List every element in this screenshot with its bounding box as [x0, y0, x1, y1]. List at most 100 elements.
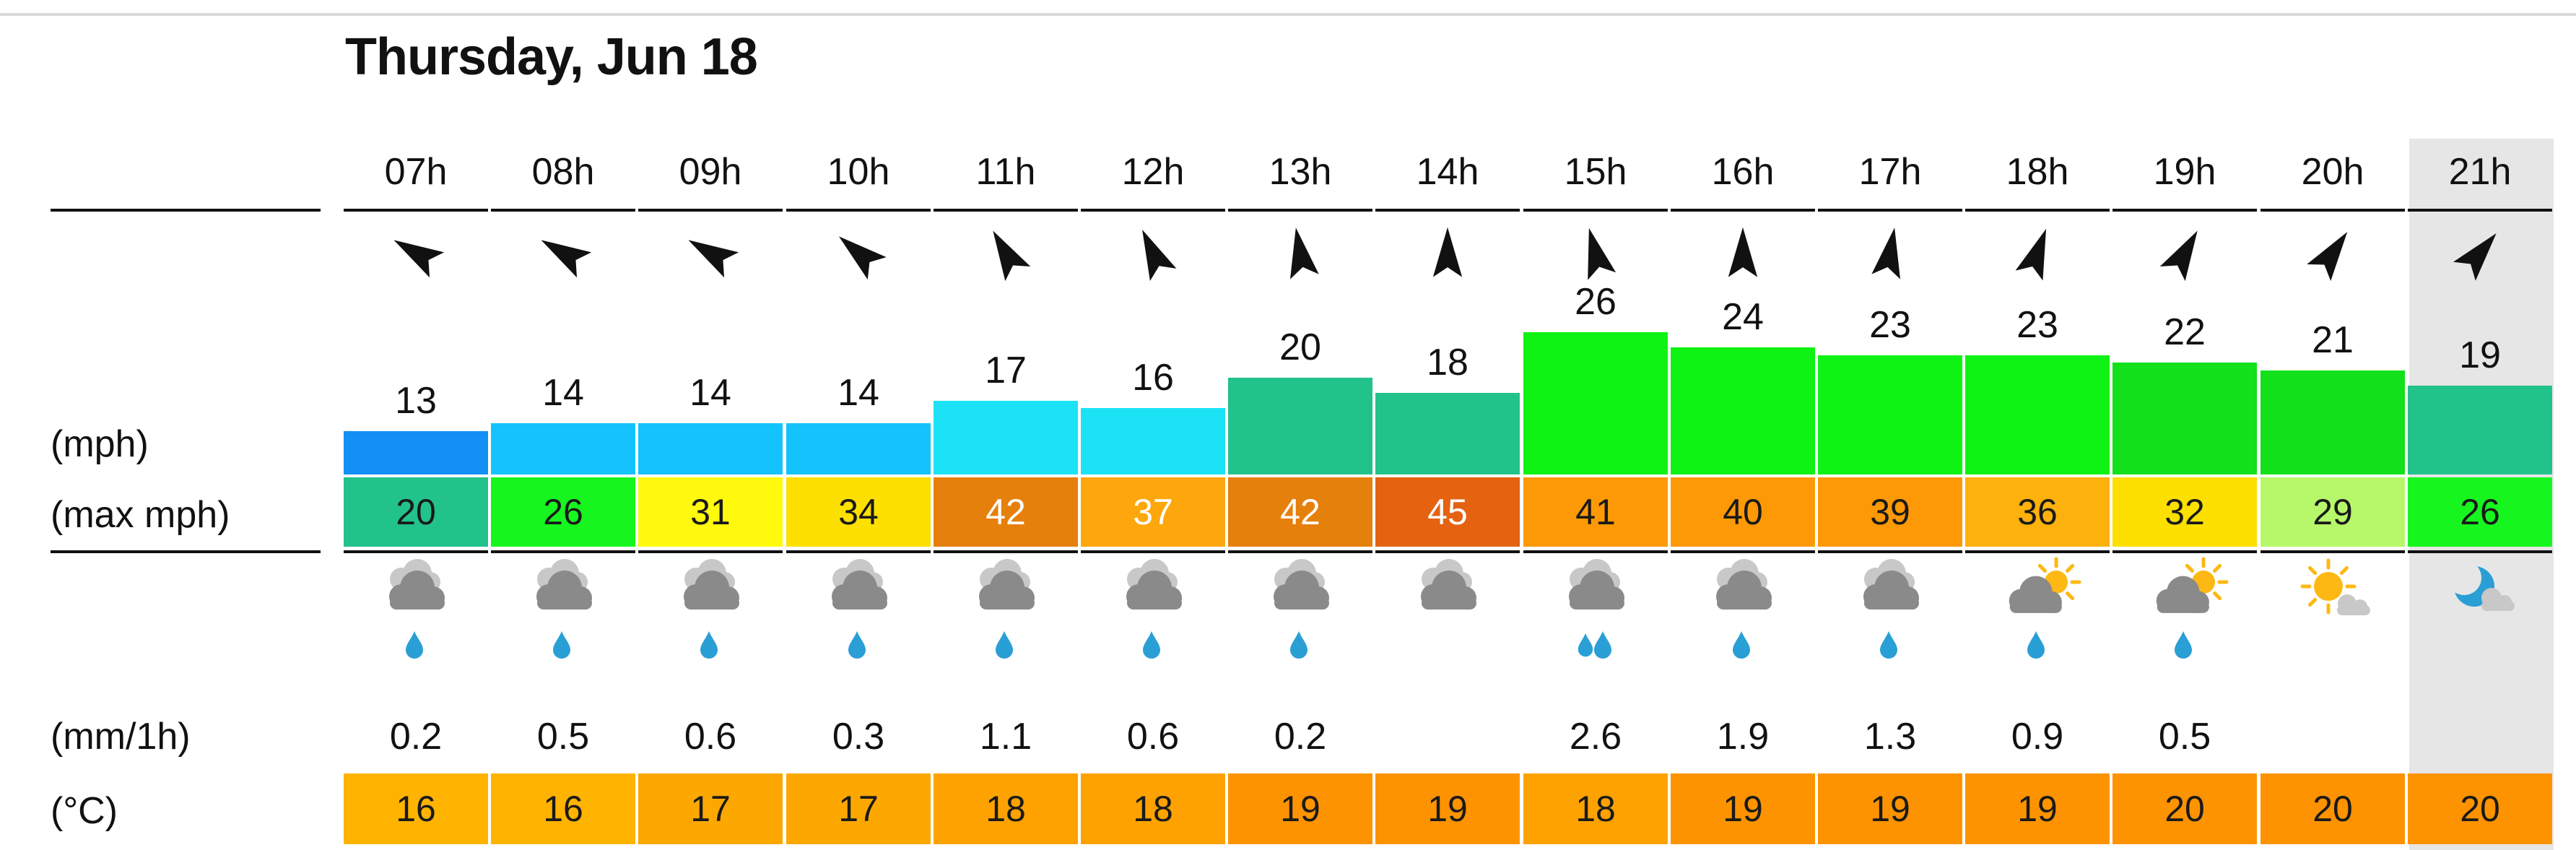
hour-column-rule [1671, 209, 1815, 212]
temperature-cell: 20 [2408, 773, 2552, 844]
hour-column-rule [1081, 209, 1225, 212]
rain-unit-label: (mm/1h) [51, 716, 191, 758]
hour-column-rule [2260, 209, 2405, 212]
rain-amount: 0.6 [684, 716, 737, 758]
gust-speed-cell: 36 [1965, 477, 2110, 547]
hour-label: 15h [1564, 151, 1627, 193]
hour-column-bottom-rule [491, 550, 635, 553]
hour-label: 07h [384, 151, 448, 193]
wind-speed-value: 24 [1722, 296, 1764, 338]
hour-column-bottom-rule [2112, 550, 2257, 553]
sun-cloud-icon [2259, 556, 2406, 686]
temperature-cell: 18 [1523, 773, 1668, 844]
top-divider [0, 13, 2576, 16]
hour-column-bottom-rule [1228, 550, 1372, 553]
hour-column-rule [1375, 209, 1520, 212]
temperature-cell: 20 [2260, 773, 2405, 844]
rain-amount: 0.2 [389, 716, 443, 758]
rain-amount: 0.2 [1274, 716, 1327, 758]
rain-amount: 0.9 [2011, 716, 2064, 758]
hour-column-rule [1228, 209, 1372, 212]
temperature-cell: 17 [786, 773, 931, 844]
hour-column-rule [1818, 209, 1962, 212]
wind-direction-arrow-icon [932, 213, 1079, 292]
wind-direction-arrow-icon [1374, 213, 1521, 292]
hour-column-bottom-rule [786, 550, 931, 553]
rain-amount: 0.3 [832, 716, 885, 758]
hour-column-rule [1523, 209, 1668, 212]
wind-speed-bar [1375, 393, 1520, 474]
rain-amount: 2.6 [1569, 716, 1622, 758]
wind-speed-value: 26 [1575, 281, 1616, 323]
hour-column-rule [638, 209, 783, 212]
temperature-cell: 19 [1375, 773, 1520, 844]
wind-speed-bar [638, 423, 783, 474]
wind-speed-value: 14 [542, 372, 584, 414]
temperature-cell: 16 [344, 773, 488, 844]
wind-speed-bar [786, 423, 931, 474]
wind-speed-value: 21 [2312, 319, 2354, 361]
cloud-icon [1374, 556, 1521, 686]
hour-label: 18h [2006, 151, 2069, 193]
wind-speed-value: 18 [1427, 342, 1468, 383]
temperature-cell: 20 [2112, 773, 2257, 844]
wind-speed-bar [1965, 355, 2110, 474]
temperature-cell: 19 [1228, 773, 1372, 844]
gust-speed-cell: 37 [1081, 477, 1225, 547]
cloud-rain-icon [1079, 556, 1227, 686]
hour-column-bottom-rule [934, 550, 1078, 553]
hour-label: 17h [1858, 151, 1922, 193]
wind-speed-bar [1228, 378, 1372, 474]
hour-label: 21h [2448, 151, 2512, 193]
hour-column-bottom-rule [1523, 550, 1668, 553]
wind-speed-value: 23 [2016, 304, 2058, 346]
gust-speed-cell: 42 [1228, 477, 1372, 547]
wind-unit-label: (mph) [51, 423, 149, 465]
wind-speed-bar [1671, 347, 1815, 474]
wind-speed-value: 16 [1132, 357, 1174, 399]
cloud-rain-icon [342, 556, 489, 686]
gust-speed-cell: 39 [1818, 477, 1962, 547]
temperature-cell: 17 [638, 773, 783, 844]
hour-column-bottom-rule [1671, 550, 1815, 553]
cloud-rain-icon [1816, 556, 1964, 686]
temp-unit-label: (°C) [51, 790, 118, 832]
label-column-bottom-rule [51, 550, 321, 553]
temperature-cell: 19 [1671, 773, 1815, 844]
wind-speed-value: 22 [2164, 311, 2206, 353]
gust-speed-cell: 41 [1523, 477, 1668, 547]
cloud-heavy-rain-icon [1522, 556, 1669, 686]
cloud-rain-icon [637, 556, 784, 686]
rain-amount: 1.1 [979, 716, 1032, 758]
wind-direction-arrow-icon [342, 213, 489, 292]
gust-speed-cell: 34 [786, 477, 931, 547]
hour-column-rule [2408, 209, 2552, 212]
hour-label: 19h [2153, 151, 2216, 193]
temperature-cell: 19 [1965, 773, 2110, 844]
temperature-cell: 18 [934, 773, 1078, 844]
hour-column-rule [344, 209, 488, 212]
label-column-top-rule [51, 209, 321, 212]
wind-speed-bar [344, 431, 488, 474]
wind-speed-value: 13 [395, 380, 437, 422]
wind-direction-arrow-icon [1522, 213, 1669, 292]
gust-speed-cell: 42 [934, 477, 1078, 547]
wind-speed-bar [934, 401, 1078, 474]
gust-speed-cell: 32 [2112, 477, 2257, 547]
wind-direction-arrow-icon [2111, 213, 2258, 292]
gust-unit-label: (max mph) [51, 494, 230, 536]
wind-speed-value: 23 [1869, 304, 1911, 346]
hour-column-rule [1965, 209, 2110, 212]
gust-speed-cell: 45 [1375, 477, 1520, 547]
cloud-rain-icon [1227, 556, 1374, 686]
hour-column-rule [786, 209, 931, 212]
hour-column-bottom-rule [2408, 550, 2552, 553]
hour-column-rule [934, 209, 1078, 212]
wind-direction-arrow-icon [785, 213, 932, 292]
hour-column-bottom-rule [1818, 550, 1962, 553]
hour-column-bottom-rule [1081, 550, 1225, 553]
wind-speed-bar [2408, 386, 2552, 474]
wind-speed-value: 14 [837, 372, 879, 414]
hour-label: 11h [975, 151, 1036, 193]
wind-speed-bar [1081, 408, 1225, 474]
